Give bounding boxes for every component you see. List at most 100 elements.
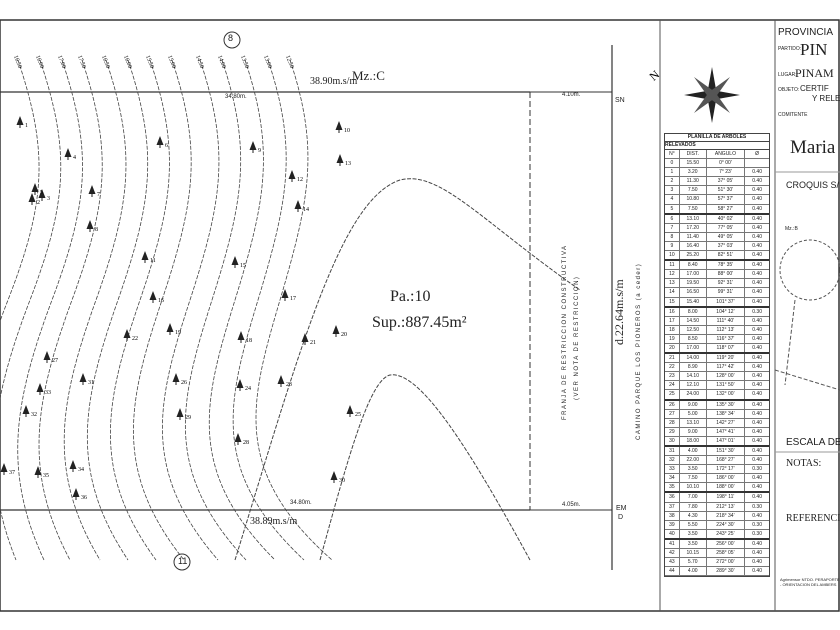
tree-number: 33: [45, 390, 51, 396]
cell: 116° 37': [707, 334, 746, 343]
cell: 7.50: [680, 474, 707, 483]
cell: 11.30: [680, 177, 707, 186]
cell: 32: [665, 456, 680, 465]
tree-icon: 31: [79, 373, 94, 386]
side-dimension: d.22.64m.s/m: [612, 279, 626, 345]
cell: 0.40: [752, 205, 762, 212]
contour-label: 15.00: [166, 55, 176, 70]
header-cell: DIST.: [680, 150, 707, 159]
cell: 0.40: [752, 494, 762, 501]
cell: 7.00: [680, 493, 707, 502]
cell: 13.10: [680, 418, 707, 427]
cell: 0.30: [752, 530, 762, 537]
table-row: 3 7.50 51° 30' 0.40: [665, 186, 769, 196]
contour-lines: 16.50 16.00 17.00 17.50 16.50 16.00 15.50 15.00…: [0, 55, 581, 561]
cell: 151° 30': [707, 447, 746, 456]
tree-number: 2: [37, 200, 40, 206]
contour-line: [208, 59, 276, 561]
table-row: 21 14.00 119° 20' 0.40: [665, 354, 769, 364]
contour-line: [255, 59, 333, 561]
tree-icon: 1: [16, 116, 28, 129]
cell: 34: [665, 474, 680, 483]
table-row: 28 13.10 142° 27' 0.40: [665, 418, 769, 428]
tree-number: 35: [43, 473, 49, 479]
cell: 77° 05': [707, 223, 746, 232]
tree-icon: 15: [231, 256, 246, 269]
contour-label: 16.00: [122, 55, 132, 70]
cell: 3.50: [680, 539, 707, 549]
cell: 0.40: [752, 540, 762, 547]
cell: 0.40: [752, 550, 762, 557]
table-row: 29 9.00 147° 41' 0.40: [665, 427, 769, 437]
cell: 37° 03': [707, 241, 746, 251]
table-row: 18 12.50 112° 13' 0.40: [665, 325, 769, 335]
table-row: 36 7.00 198° 11' 0.40: [665, 493, 769, 503]
contour-line: [232, 59, 305, 561]
cell: 0: [665, 159, 680, 168]
contour-line: [17, 59, 83, 561]
cell: 0.40: [752, 382, 762, 389]
tree-icon: 7: [88, 185, 100, 198]
tree-number: 21: [310, 340, 316, 346]
tree-number: 10: [344, 128, 350, 134]
cell: 14: [665, 288, 680, 297]
cell: 0.40: [752, 335, 762, 342]
cell: 101° 37': [707, 297, 746, 306]
tree-table-header: N° DIST. ANGULO Ø: [665, 150, 769, 160]
cell: 29: [665, 427, 680, 436]
tree-icon: 6: [156, 136, 168, 149]
contour-label: 12.50: [284, 55, 294, 70]
contour-line: [0, 59, 62, 561]
tree-number: 20: [341, 332, 347, 338]
top-right-dimension: 4.10m.: [562, 92, 581, 98]
cell: 14.50: [680, 316, 707, 325]
cell: 23: [665, 372, 680, 381]
cell: 138° 34': [707, 409, 746, 418]
tree-icon: 27: [43, 351, 58, 364]
tree-icon: 13: [336, 154, 351, 167]
cell: 224° 30': [707, 520, 746, 529]
cell: 49° 05': [707, 232, 746, 241]
tree-number: 9: [258, 148, 261, 154]
table-row: 40 3.50 243° 25' 0.30: [665, 529, 769, 540]
contour-line: [234, 178, 581, 561]
cell: 33: [665, 465, 680, 474]
cell: 4.30: [680, 511, 707, 520]
cell: 1: [665, 168, 680, 177]
cell: 8: [665, 232, 680, 241]
restriction-note-label: (VER NOTA DE RESTRICCION): [574, 275, 580, 400]
cell: 0.40: [752, 317, 762, 324]
tree-number: 24: [245, 386, 251, 392]
cell: 28: [665, 418, 680, 427]
cell: 19: [665, 334, 680, 343]
escala-label: ESCALA DE: [786, 437, 840, 448]
cell: 8.90: [680, 363, 707, 372]
cell: 104° 12': [707, 307, 746, 316]
partido-label: PARTIDO:: [778, 46, 802, 52]
cell: 8.00: [680, 307, 707, 316]
tree-number: 1: [25, 123, 28, 129]
tree-icon: 25: [346, 405, 361, 418]
cell: 11.40: [680, 232, 707, 241]
tree-number: 14: [303, 207, 309, 213]
cell: 0.40: [752, 280, 762, 287]
tree-table-origin: 0 15.50 0° 00': [665, 159, 769, 169]
table-row: 38 4.30 218° 34' 0.40: [665, 511, 769, 521]
tree-icon: 35: [34, 466, 49, 479]
cell: 99° 31': [707, 288, 746, 297]
tree-number: 6: [165, 143, 168, 149]
cell: 17: [665, 316, 680, 325]
table-row: 2 11.30 37° 05' 0.40: [665, 177, 769, 187]
cell: 7: [665, 223, 680, 232]
cell: 12.50: [680, 325, 707, 334]
cell: 37: [665, 502, 680, 511]
corner-top-label: SN: [615, 97, 625, 104]
objeto-value: CERTIF: [800, 84, 829, 93]
cell: 5: [665, 204, 680, 213]
lugar-value: PINAM: [795, 66, 834, 80]
table-row: 11 8.40 78° 35' 0.40: [665, 261, 769, 271]
cell: 42: [665, 549, 680, 558]
cell: 0.40: [752, 271, 762, 278]
cell: 132° 00': [707, 390, 746, 399]
cell: 0.40: [752, 242, 762, 249]
